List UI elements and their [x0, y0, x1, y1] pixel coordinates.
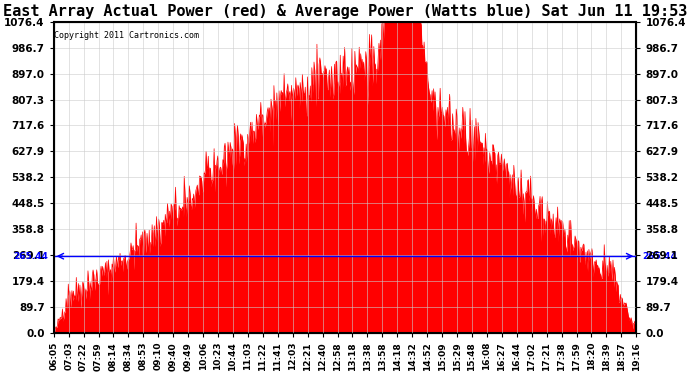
Text: 265.44: 265.44 [642, 252, 677, 261]
Text: Copyright 2011 Cartronics.com: Copyright 2011 Cartronics.com [55, 31, 199, 40]
Title: East Array Actual Power (red) & Average Power (Watts blue) Sat Jun 11 19:53: East Array Actual Power (red) & Average … [3, 4, 687, 19]
Text: 265.44: 265.44 [13, 252, 48, 261]
